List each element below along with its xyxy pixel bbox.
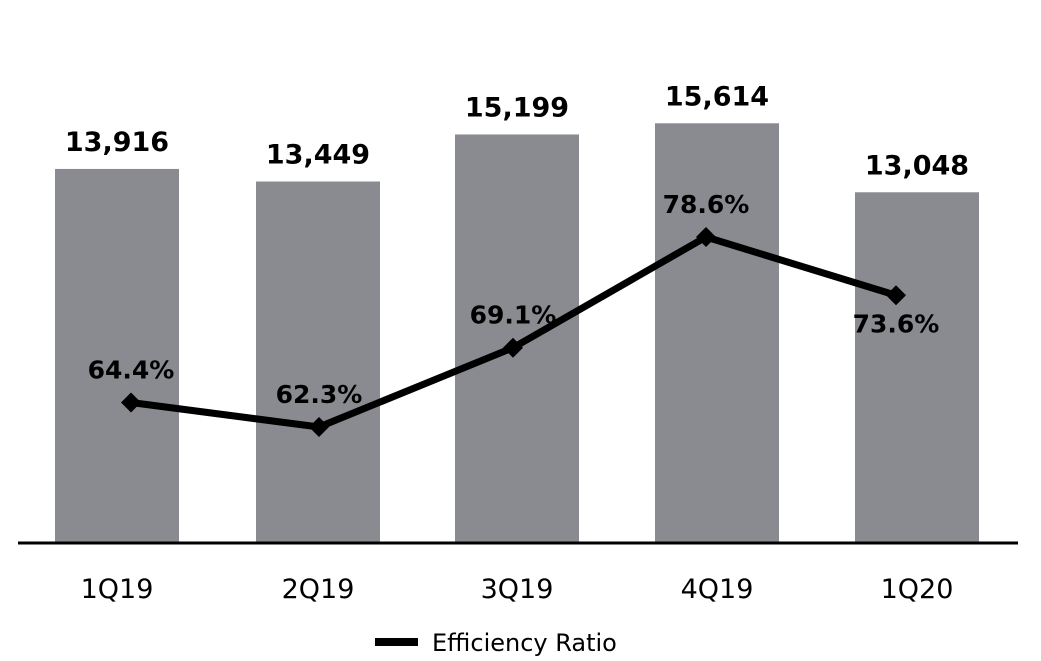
line-value-label: 62.3% (276, 380, 363, 409)
line-marker-3Q19 (503, 337, 523, 358)
legend-label: Efficiency Ratio (432, 629, 617, 657)
bar-value-label: 15,614 (665, 81, 769, 112)
line-value-label: 64.4% (88, 356, 175, 385)
line-marker-1Q20 (886, 285, 906, 306)
line-marker-1Q19 (121, 392, 141, 413)
line-marker-4Q19 (696, 227, 716, 247)
bars-group (55, 123, 979, 544)
x-tick-labels-group: 1Q19 2Q19 3Q19 4Q19 1Q20 (81, 574, 954, 605)
line-value-label: 69.1% (470, 301, 557, 330)
x-tick-label: 3Q19 (481, 574, 554, 605)
bar-1Q20 (855, 192, 979, 543)
bar-value-label: 13,916 (65, 127, 169, 158)
line-value-label: 78.6% (663, 190, 750, 219)
bar-value-label: 13,449 (266, 139, 370, 170)
bar-3Q19 (455, 134, 579, 544)
x-tick-label: 1Q19 (81, 574, 154, 605)
x-tick-label: 4Q19 (681, 574, 754, 605)
bar-values-group: 13,916 13,449 15,199 15,614 13,048 (65, 81, 969, 181)
efficiency-line-group (121, 227, 906, 437)
line-marker-2Q19 (309, 417, 329, 437)
bar-value-label: 13,048 (865, 150, 969, 181)
bar-1Q19 (55, 168, 179, 543)
x-tick-label: 2Q19 (282, 574, 355, 605)
bar-value-label: 15,199 (465, 92, 569, 123)
x-tick-label: 1Q20 (881, 574, 954, 605)
legend: Efficiency Ratio (375, 629, 617, 657)
bar-4Q19 (655, 123, 779, 543)
bar-2Q19 (256, 181, 380, 543)
line-value-label: 73.6% (853, 309, 940, 338)
line-labels-group: 64.4% 62.3% 69.1% 78.6% 73.6% (88, 190, 940, 409)
